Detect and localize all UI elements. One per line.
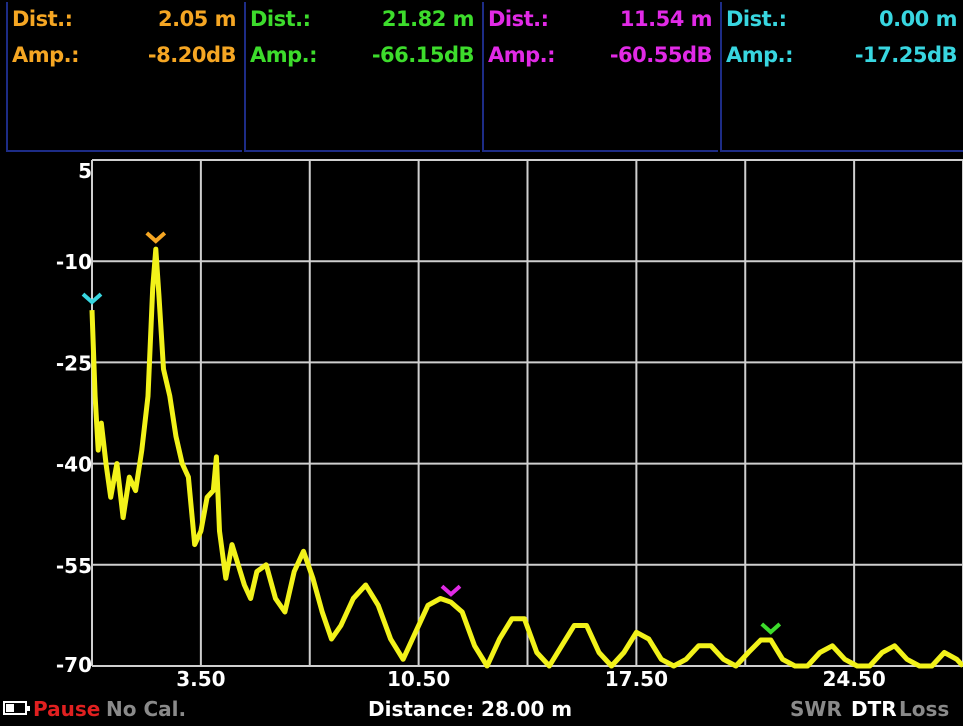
marker-4-dist-label: Dist.: bbox=[726, 7, 787, 31]
x-tick-label: 24.50 bbox=[822, 667, 885, 691]
marker-3-readout[interactable]: Dist.: 11.54 m Amp.: -60.55dB bbox=[482, 2, 718, 152]
marker-4-chevron-icon bbox=[81, 292, 103, 305]
marker-3-amp-value: -60.55dB bbox=[609, 43, 713, 67]
x-axis-ticks: 3.50 10.50 17.50 24.50 bbox=[176, 667, 886, 691]
marker-1-amp-label: Amp.: bbox=[12, 43, 80, 67]
marker-1-amp-value: -8.20dB bbox=[147, 43, 237, 67]
trace-markers bbox=[81, 231, 782, 635]
marker-3-dist-value: 11.54 m bbox=[619, 7, 713, 31]
marker-readout-panel: Dist.: 2.05 m Amp.: -8.20dB Dist.: 21.82… bbox=[6, 2, 963, 154]
marker-1-readout[interactable]: Dist.: 2.05 m Amp.: -8.20dB bbox=[6, 2, 242, 152]
pause-indicator[interactable]: Pause bbox=[33, 697, 101, 721]
y-tick-label: -25 bbox=[56, 351, 92, 375]
marker-2-dist-label: Dist.: bbox=[250, 7, 311, 31]
marker-4-amp-label: Amp.: bbox=[726, 43, 794, 67]
marker-2-chevron-icon bbox=[760, 622, 782, 635]
x-tick-label: 10.50 bbox=[387, 667, 450, 691]
marker-4-amp-value: -17.25dB bbox=[854, 43, 958, 67]
dtf-plot[interactable]: 5 -10 -25 -40 -55 -70 3.50 10.50 17.50 24.50 bbox=[0, 156, 963, 692]
marker-1-dist-label: Dist.: bbox=[12, 7, 73, 31]
status-bar: Pause No Cal. Distance: 28.00 m SWR DTR … bbox=[0, 692, 963, 726]
y-tick-label: -55 bbox=[56, 554, 92, 578]
y-tick-label: -40 bbox=[56, 453, 92, 477]
x-tick-label: 17.50 bbox=[605, 667, 668, 691]
marker-1-dist-value: 2.05 m bbox=[157, 7, 237, 31]
plot-grid bbox=[91, 159, 963, 667]
amplitude-trace bbox=[89, 246, 963, 669]
marker-1-chevron-icon bbox=[145, 231, 167, 244]
marker-3-dist-label: Dist.: bbox=[488, 7, 549, 31]
battery-icon bbox=[3, 701, 30, 715]
mode-loss-tab[interactable]: Loss bbox=[899, 697, 950, 721]
mode-swr-tab[interactable]: SWR bbox=[790, 697, 842, 721]
x-tick-label: 3.50 bbox=[176, 667, 225, 691]
distance-setting[interactable]: Distance: 28.00 m bbox=[368, 697, 573, 721]
marker-4-readout[interactable]: Dist.: 0.00 m Amp.: -17.25dB bbox=[720, 2, 963, 152]
y-tick-label: 5 bbox=[78, 159, 92, 183]
marker-2-amp-value: -66.15dB bbox=[371, 43, 475, 67]
marker-3-amp-label: Amp.: bbox=[488, 43, 556, 67]
y-tick-label: -70 bbox=[56, 653, 92, 677]
y-axis-ticks: 5 -10 -25 -40 -55 -70 bbox=[56, 159, 92, 677]
marker-3-chevron-icon bbox=[440, 584, 462, 597]
marker-2-amp-label: Amp.: bbox=[250, 43, 318, 67]
marker-4-dist-value: 0.00 m bbox=[878, 7, 958, 31]
y-tick-label: -10 bbox=[56, 250, 92, 274]
marker-2-readout[interactable]: Dist.: 21.82 m Amp.: -66.15dB bbox=[244, 2, 480, 152]
calibration-status: No Cal. bbox=[106, 697, 187, 721]
mode-dtr-tab[interactable]: DTR bbox=[851, 697, 897, 721]
marker-2-dist-value: 21.82 m bbox=[381, 7, 475, 31]
